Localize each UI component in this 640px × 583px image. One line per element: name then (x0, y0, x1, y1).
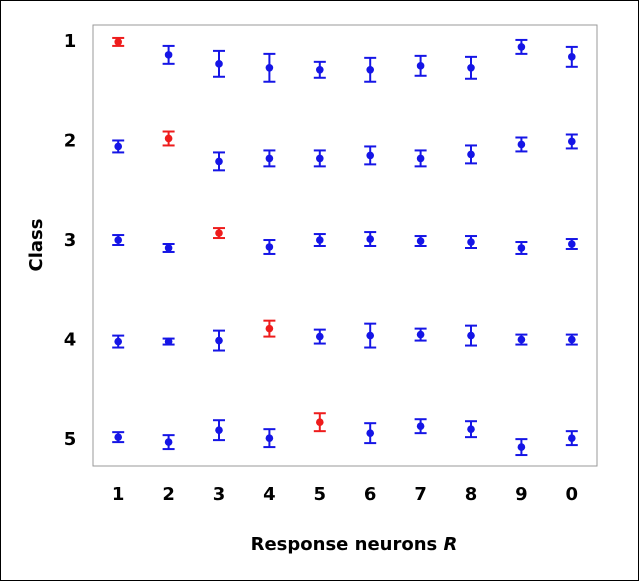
point (467, 64, 475, 72)
point (517, 244, 526, 252)
point (316, 65, 324, 74)
point (568, 137, 576, 146)
point (467, 150, 475, 159)
point (366, 235, 375, 243)
point (416, 330, 425, 339)
point (164, 51, 173, 59)
x-tick-label: 1 (112, 484, 125, 505)
y-tick-label: 5 (64, 429, 77, 450)
point (114, 38, 122, 46)
point (568, 53, 576, 61)
point (366, 151, 375, 160)
point (517, 335, 526, 344)
x-tick-label: 0 (566, 484, 579, 505)
y-tick-label: 2 (64, 130, 77, 151)
point (568, 335, 576, 344)
point (467, 331, 475, 340)
point (114, 433, 122, 441)
point (467, 425, 475, 433)
point (114, 236, 122, 244)
point (265, 243, 274, 251)
point (416, 154, 425, 163)
point (316, 418, 324, 426)
point (416, 237, 425, 245)
x-axis-label-symbol: R (444, 534, 458, 555)
point (517, 140, 526, 149)
point (265, 324, 274, 333)
point (215, 426, 223, 434)
y-tick-label: 4 (64, 330, 77, 351)
point (215, 60, 223, 68)
y-tick-label: 3 (64, 230, 77, 251)
x-tick-label: 4 (263, 484, 276, 505)
point (114, 142, 122, 151)
point (517, 443, 526, 451)
point (416, 422, 425, 430)
point (366, 65, 375, 74)
x-tick-label: 2 (162, 484, 175, 505)
point (215, 157, 223, 166)
point (164, 134, 173, 143)
point (366, 331, 375, 340)
point (265, 154, 274, 163)
point (215, 229, 223, 237)
point (467, 238, 475, 246)
y-axis-label: Class (26, 219, 47, 272)
x-tick-label: 8 (465, 484, 478, 505)
point (265, 434, 274, 442)
y-tick-label: 1 (64, 31, 77, 52)
point (215, 336, 223, 345)
point (568, 434, 576, 442)
x-axis-label-text: Response neurons (251, 534, 438, 555)
x-tick-label: 5 (314, 484, 327, 505)
point (164, 438, 173, 446)
point (366, 429, 375, 437)
point (568, 240, 576, 248)
x-tick-label: 9 (515, 484, 528, 505)
x-tick-label: 3 (213, 484, 226, 505)
x-tick-label: 7 (414, 484, 427, 505)
plot-area (92, 24, 598, 467)
point (265, 64, 274, 72)
point (114, 337, 122, 346)
x-tick-label: 6 (364, 484, 377, 505)
point (164, 244, 173, 252)
x-axis-label: Response neurons R (251, 534, 458, 555)
point (416, 62, 425, 70)
point (316, 332, 324, 341)
point (316, 154, 324, 163)
point (164, 337, 173, 346)
point (517, 43, 526, 51)
point (316, 236, 324, 244)
